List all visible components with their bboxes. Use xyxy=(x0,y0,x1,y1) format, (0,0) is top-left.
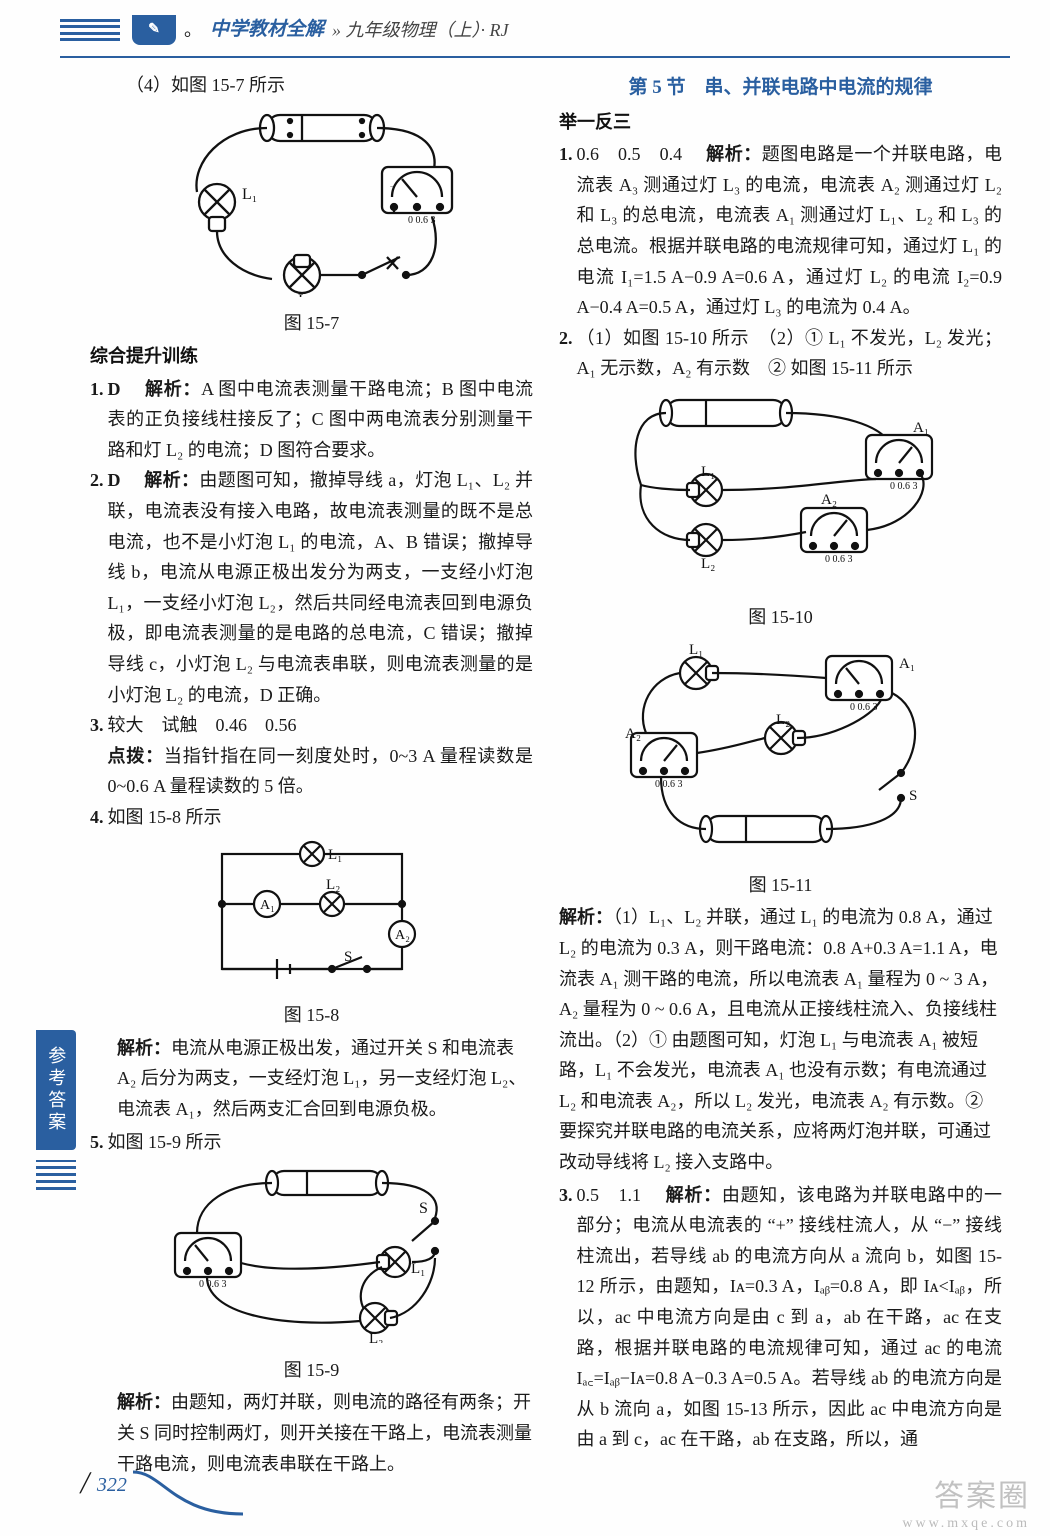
figure-15-10: 0 0.6 3 A₁ L₁ L₂ xyxy=(559,390,1002,632)
figure-15-11: L₁ 0 0.6 3 A₁ xyxy=(559,638,1002,900)
svg-text:S: S xyxy=(344,949,352,965)
svg-text:A₂: A₂ xyxy=(625,726,641,742)
left-q4: 4. 如图 15-8 所示 xyxy=(90,802,533,833)
q5-expl: 解析：由题知，两灯并联，则电流的路径有两条；开关 S 同时控制两灯，则开关接在干… xyxy=(117,1387,533,1479)
left-q3: 3. 较大 试触 0.46 0.56 点拨：当指针指在同一刻度处时，0~3 A … xyxy=(90,710,533,802)
figure-15-8: L₁ A₁ L₂ A₂ xyxy=(90,839,533,1031)
page-curve-icon xyxy=(133,1468,253,1518)
svg-text:L₂: L₂ xyxy=(298,292,313,297)
fig-15-9-caption: 图 15-9 xyxy=(90,1355,533,1386)
book-logo-icon: ✎ xyxy=(132,15,176,45)
svg-text:L₁: L₁ xyxy=(242,186,257,203)
svg-text:L₁: L₁ xyxy=(701,464,715,480)
svg-text:L₁: L₁ xyxy=(328,847,342,863)
svg-text:A₁: A₁ xyxy=(260,898,275,913)
svg-text:A₁: A₁ xyxy=(899,656,915,672)
q4-expl: 解析：电流从电源正极出发，通过开关 S 和电流表 A₂ 后分为两支，一支经灯泡 … xyxy=(117,1033,533,1125)
right-q1: 1. 0.6 0.5 0.4 解析：题图电路是一个并联电路，电流表 A₃ 测通过… xyxy=(559,139,1002,323)
rq1-text: 题图电路是一个并联电路，电流表 A₃ 测通过灯 L₃ 的电流，电流表 A₂ 测通… xyxy=(577,144,1003,317)
svg-text:L₂: L₂ xyxy=(701,556,715,572)
q1-expl-label: 解析： xyxy=(145,379,201,399)
q2-expl-label: 解析： xyxy=(144,470,199,490)
svg-text:A₂: A₂ xyxy=(821,492,837,508)
fig-15-8-caption: 图 15-8 xyxy=(90,1000,533,1031)
q4-text: 如图 15-8 所示 xyxy=(108,807,222,827)
svg-text:L₂: L₂ xyxy=(326,877,340,893)
svg-text:L₂: L₂ xyxy=(369,1331,383,1343)
page-header: ✎ 。 中学教材全解 » 九年级物理（上）· RJ xyxy=(0,0,1050,54)
watermark-url: www.mxqe.com xyxy=(902,1512,1030,1536)
q1-answer: D xyxy=(108,379,121,399)
svg-text:−: − xyxy=(390,183,394,191)
left-column: （4）如图 15-7 所示 xyxy=(90,70,533,1481)
page-number-wrap: ╱ 322 xyxy=(80,1468,253,1518)
q5-text: 如图 15-9 所示 xyxy=(108,1132,222,1152)
left-q5: 5. 如图 15-9 所示 xyxy=(90,1127,533,1158)
svg-text:S: S xyxy=(419,1200,428,1217)
svg-text:0 0.6 3: 0 0.6 3 xyxy=(408,215,436,226)
q3-hint: 当指针指在同一刻度处时，0~3 A 量程读数是 0~0.6 A 量程读数的 5 … xyxy=(108,746,534,797)
header-stripes-icon xyxy=(60,19,120,41)
header-grade: 九年级物理（上）· RJ xyxy=(346,20,509,40)
svg-text:0 0.6 3: 0 0.6 3 xyxy=(199,1279,227,1290)
figure-15-7: L₁ − 0 0.6 3 xyxy=(90,107,533,339)
svg-text:L₂: L₂ xyxy=(776,712,790,728)
svg-text:S: S xyxy=(909,788,917,804)
rq3-text: 由题知，该电路为并联电路中的一部分；电流从电流表的 “+” 接线柱流人，从 “−… xyxy=(577,1185,1003,1450)
rq1-answer: 0.6 0.5 0.4 xyxy=(577,144,683,164)
svg-text:L₁: L₁ xyxy=(411,1261,425,1277)
rq2-expl: 解析：（1）L₁、L₂ 并联，通过 L₁ 的电流为 0.8 A，通过 L₂ 的电… xyxy=(559,902,1002,1177)
left-q2: 2. D 解析：由题图可知，撤掉导线 a，灯泡 L₁、L₂ 并联，电流表没有接入… xyxy=(90,465,533,710)
rq3-answer: 0.5 1.1 xyxy=(577,1185,641,1205)
svg-text:0 0.6 3: 0 0.6 3 xyxy=(850,702,878,713)
fig-15-7-caption: 图 15-7 xyxy=(90,308,533,339)
q2-text: 由题图可知，撤掉导线 a，灯泡 L₁、L₂ 并联，电流表没有接入电路，故电流表测… xyxy=(108,470,534,704)
svg-text:0 0.6 3: 0 0.6 3 xyxy=(890,481,918,492)
left-q1: 1. D 解析：A 图中电流表测量干路电流；B 图中电流表的正负接线柱接反了；C… xyxy=(90,374,533,466)
svg-text:0 0.6 3: 0 0.6 3 xyxy=(825,554,853,565)
right-subhead: 举一反三 xyxy=(559,107,1002,138)
q2-answer: D xyxy=(108,470,121,490)
right-q2: 2. （1）如图 15-10 所示 （2）① L₁ 不发光，L₂ 发光；A₁ 无… xyxy=(559,323,1002,384)
fig-15-11-caption: 图 15-11 xyxy=(559,870,1002,901)
fig-15-10-caption: 图 15-10 xyxy=(559,602,1002,633)
section-5-title: 第 5 节 串、并联电路中电流的规律 xyxy=(559,72,1002,104)
q3-answer: 较大 试触 0.46 0.56 xyxy=(108,715,297,735)
figure-15-9: S 0 0.6 3 xyxy=(90,1163,533,1385)
side-tab-answers: 参考答案 xyxy=(36,1030,76,1150)
side-stripes-icon xyxy=(36,1160,76,1190)
page-number: 322 xyxy=(97,1468,127,1502)
page-body: （4）如图 15-7 所示 xyxy=(0,58,1050,1491)
left-subhead: 综合提升训练 xyxy=(90,341,533,372)
q3-hint-label: 点拨： xyxy=(108,746,164,766)
svg-text:A₂: A₂ xyxy=(395,928,410,943)
rq3-expl-label: 解析： xyxy=(666,1185,722,1205)
rq1-expl-label: 解析： xyxy=(706,144,762,164)
svg-text:A₁: A₁ xyxy=(913,420,929,436)
header-title: 中学教材全解 xyxy=(210,14,324,46)
item4-ref: （4）如图 15-7 所示 xyxy=(126,70,533,101)
svg-text:L₁: L₁ xyxy=(689,642,703,658)
svg-text:0 0.6 3: 0 0.6 3 xyxy=(655,779,683,790)
rq2-part1: （1）如图 15-10 所示 （2）① L₁ 不发光，L₂ 发光；A₁ 无示数，… xyxy=(577,328,1003,379)
right-q3: 3. 0.5 1.1 解析：由题知，该电路为并联电路中的一部分；电流从电流表的 … xyxy=(559,1180,1002,1455)
right-column: 第 5 节 串、并联电路中电流的规律 举一反三 1. 0.6 0.5 0.4 解… xyxy=(559,70,1002,1481)
